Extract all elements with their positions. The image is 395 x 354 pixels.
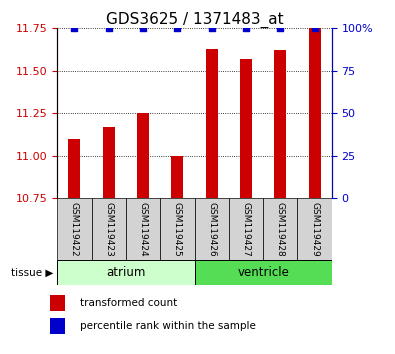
Bar xyxy=(103,127,115,198)
Text: GSM119429: GSM119429 xyxy=(310,202,319,257)
Text: GSM119426: GSM119426 xyxy=(207,202,216,257)
Point xyxy=(277,25,284,31)
Point xyxy=(174,25,181,31)
Bar xyxy=(171,156,183,198)
Text: transformed count: transformed count xyxy=(80,298,177,308)
Point xyxy=(140,25,146,31)
Bar xyxy=(92,198,126,260)
Bar xyxy=(57,260,195,285)
Bar xyxy=(68,139,81,198)
Point xyxy=(312,25,318,31)
Bar xyxy=(308,28,321,198)
Bar xyxy=(297,198,332,260)
Bar xyxy=(50,295,66,311)
Bar xyxy=(263,198,297,260)
Text: atrium: atrium xyxy=(106,266,146,279)
Text: GSM119428: GSM119428 xyxy=(276,202,285,257)
Bar xyxy=(274,50,286,198)
Bar xyxy=(126,198,160,260)
Title: GDS3625 / 1371483_at: GDS3625 / 1371483_at xyxy=(106,12,283,28)
Bar xyxy=(240,59,252,198)
Text: GSM119427: GSM119427 xyxy=(241,202,250,257)
Bar xyxy=(50,318,66,334)
Bar xyxy=(195,198,229,260)
Text: GSM119425: GSM119425 xyxy=(173,202,182,257)
Text: percentile rank within the sample: percentile rank within the sample xyxy=(80,321,256,331)
Point xyxy=(243,25,249,31)
Point xyxy=(105,25,112,31)
Bar xyxy=(206,49,218,198)
Point xyxy=(209,25,215,31)
Bar xyxy=(137,113,149,198)
Text: tissue ▶: tissue ▶ xyxy=(11,268,53,278)
Text: GSM119423: GSM119423 xyxy=(104,202,113,257)
Point xyxy=(71,25,77,31)
Text: ventricle: ventricle xyxy=(237,266,289,279)
Text: GSM119422: GSM119422 xyxy=(70,202,79,257)
Text: GSM119424: GSM119424 xyxy=(139,202,148,257)
Bar xyxy=(229,198,263,260)
Bar xyxy=(195,260,332,285)
Bar xyxy=(57,198,92,260)
Bar xyxy=(160,198,195,260)
